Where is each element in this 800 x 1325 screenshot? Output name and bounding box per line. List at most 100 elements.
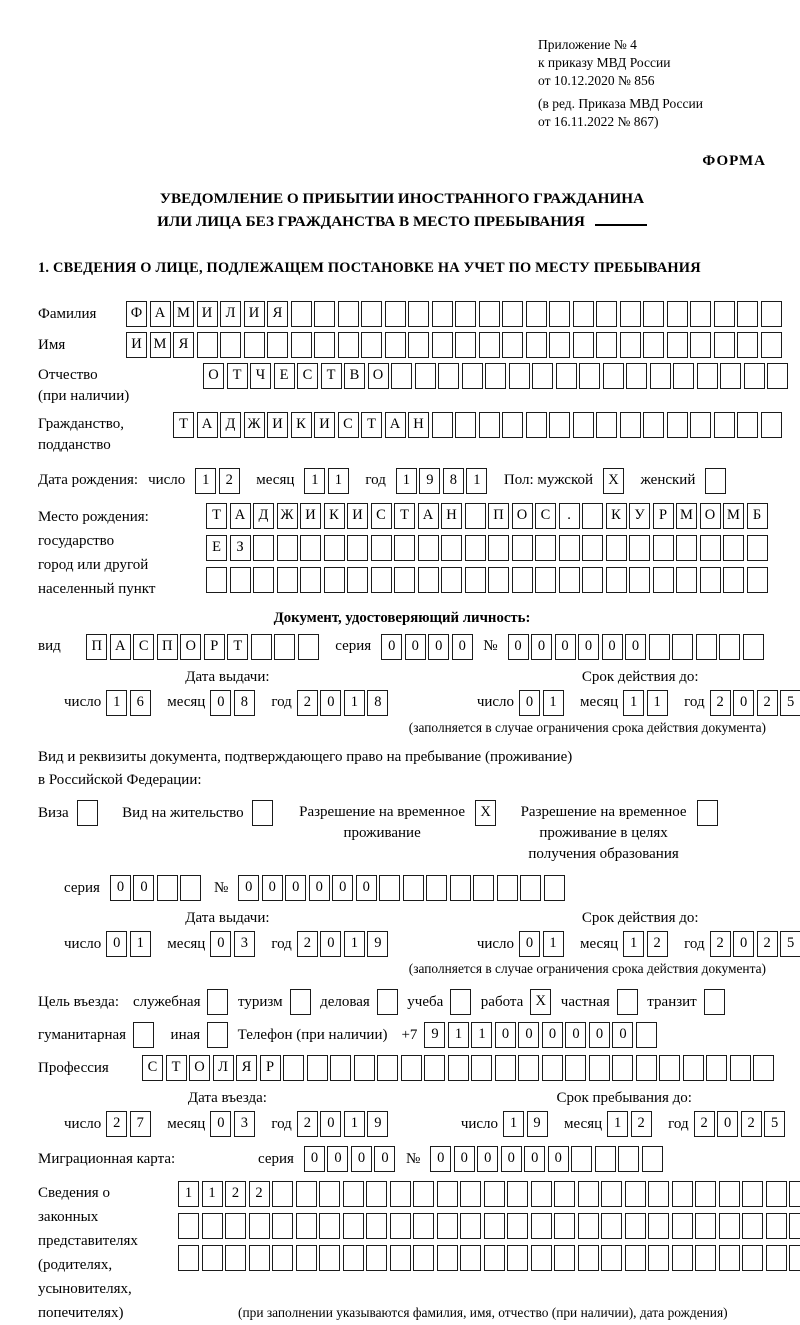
char-cell[interactable] [555,362,577,389]
char-cell[interactable] [272,1181,293,1208]
char-cell[interactable]: Т [361,411,382,438]
char-cell[interactable] [413,1245,434,1272]
char-cell[interactable]: 0 [578,633,599,660]
char-cell[interactable] [370,566,392,593]
char-cell[interactable]: 0 [524,1146,546,1173]
char-cell[interactable] [441,566,462,593]
char-cell[interactable] [494,1055,516,1082]
char-cell[interactable] [483,1181,505,1208]
char-cell[interactable] [201,1245,223,1272]
char-cell[interactable] [765,1181,787,1208]
char-cell[interactable] [449,875,471,902]
char-cell[interactable] [554,1245,575,1272]
char-cell[interactable] [525,300,547,327]
char-cell[interactable]: . [558,502,580,529]
char-cell[interactable] [635,1022,657,1049]
char-cell[interactable]: 0 [430,1146,452,1173]
char-cell[interactable]: И [314,411,335,438]
char-cell[interactable]: 0 [109,875,131,902]
char-cell[interactable]: 0 [518,1022,540,1049]
char-cell[interactable]: 2 [218,467,240,494]
char-cell[interactable] [225,1213,246,1240]
char-cell[interactable]: Л [212,1055,234,1082]
char-cell[interactable] [417,566,439,593]
char-cell[interactable]: Ч [250,362,271,389]
char-cell[interactable] [619,411,641,438]
char-cell[interactable] [342,1245,364,1272]
char-cell[interactable] [207,989,229,1016]
char-cell[interactable] [720,362,741,389]
char-cell[interactable] [619,331,641,358]
char-cell[interactable] [478,300,500,327]
char-cell[interactable] [464,502,486,529]
char-cell[interactable]: П [86,633,108,660]
char-cell[interactable] [648,1181,669,1208]
char-cell[interactable]: 2 [296,1111,318,1138]
char-cell[interactable] [502,331,523,358]
char-cell[interactable] [253,566,274,593]
char-cell[interactable] [300,534,321,561]
char-cell[interactable] [455,411,476,438]
char-cell[interactable] [695,1181,716,1208]
char-cell[interactable] [464,534,486,561]
char-cell[interactable]: О [367,362,389,389]
char-cell[interactable] [742,1213,763,1240]
char-cell[interactable]: С [370,502,392,529]
char-cell[interactable]: 0 [238,875,260,902]
char-cell[interactable] [450,989,472,1016]
char-cell[interactable] [250,633,272,660]
char-cell[interactable]: 0 [717,1111,739,1138]
char-cell[interactable]: 2 [106,1111,128,1138]
char-cell[interactable]: 0 [494,1022,516,1049]
char-cell[interactable] [319,1213,340,1240]
char-cell[interactable] [699,566,721,593]
char-cell[interactable]: 1 [106,689,128,716]
char-cell[interactable] [408,331,429,358]
char-cell[interactable]: 0 [303,1146,325,1173]
char-cell[interactable]: Р [259,1055,281,1082]
char-cell[interactable] [729,1055,751,1082]
char-cell[interactable]: М [173,300,194,327]
char-cell[interactable]: 1 [607,1111,629,1138]
char-cell[interactable] [616,989,638,1016]
char-cell[interactable]: П [156,633,178,660]
char-cell[interactable] [488,534,509,561]
char-cell[interactable] [629,534,650,561]
char-cell[interactable] [483,1245,505,1272]
char-cell[interactable] [530,1181,552,1208]
char-cell[interactable] [577,1181,599,1208]
char-cell[interactable] [594,1146,616,1173]
char-cell[interactable] [431,411,453,438]
char-cell[interactable]: 0 [451,633,473,660]
char-cell[interactable] [535,566,556,593]
char-cell[interactable] [577,1213,599,1240]
char-cell[interactable]: 1 [447,1022,469,1049]
char-cell[interactable] [535,534,556,561]
char-cell[interactable] [666,331,688,358]
char-cell[interactable]: 1 [343,1111,365,1138]
char-cell[interactable]: Н [441,502,462,529]
char-cell[interactable] [742,1181,763,1208]
char-cell[interactable] [629,566,650,593]
char-cell[interactable] [624,1245,646,1272]
char-cell[interactable]: 6 [129,689,151,716]
char-cell[interactable] [602,362,624,389]
char-cell[interactable] [543,875,565,902]
char-cell[interactable] [295,1245,317,1272]
char-cell[interactable]: 1 [304,467,326,494]
char-cell[interactable] [295,1181,317,1208]
char-cell[interactable]: 0 [374,1146,396,1173]
char-cell[interactable] [384,331,406,358]
char-cell[interactable]: 0 [733,931,755,958]
char-cell[interactable] [370,534,392,561]
char-cell[interactable]: 1 [542,931,564,958]
char-cell[interactable]: К [605,502,627,529]
char-cell[interactable] [229,566,251,593]
char-cell[interactable]: А [417,502,439,529]
char-cell[interactable]: 0 [519,689,541,716]
char-cell[interactable] [196,331,218,358]
char-cell[interactable]: 0 [320,1111,342,1138]
char-cell[interactable] [389,1213,411,1240]
char-cell[interactable]: X [475,800,497,827]
char-cell[interactable] [471,1055,492,1082]
